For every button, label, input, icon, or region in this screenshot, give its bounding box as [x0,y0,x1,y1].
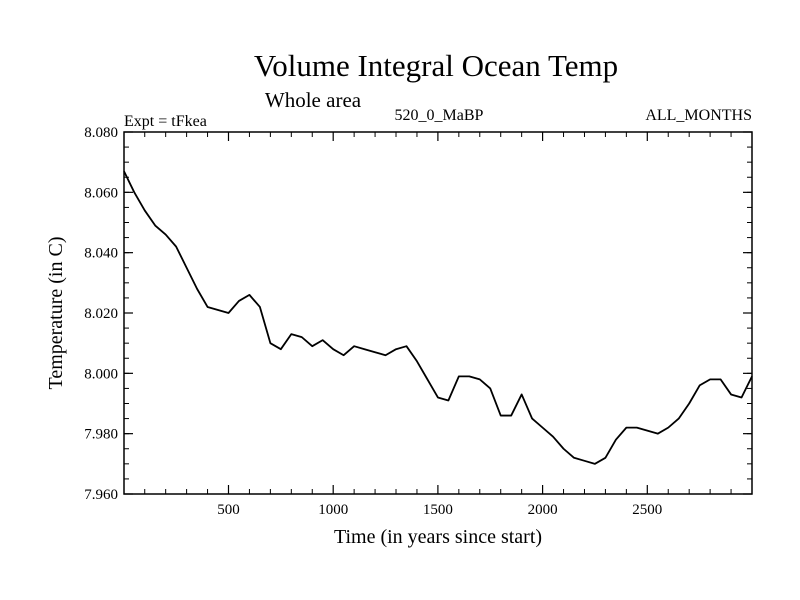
y-axis-label: Temperature (in C) [45,237,67,390]
y-tick-label: 8.000 [84,366,118,382]
annotation-left: Expt = tFkea [124,113,207,130]
y-tick-label: 7.960 [84,487,118,503]
y-tick-label: 8.060 [84,185,118,201]
x-tick-label: 2000 [528,502,558,518]
plot-frame [123,131,753,495]
chart-subtitle: Whole area [265,88,362,112]
annotation-center: 520_0_MaBP [395,107,484,124]
x-axis-label: Time (in years since start) [334,526,542,548]
x-tick-label: 1000 [318,502,348,518]
y-tick-label: 8.080 [84,125,118,141]
annotation-right: ALL_MONTHS [645,107,752,124]
y-tick-label: 8.040 [84,246,118,262]
chart-title: Volume Integral Ocean Temp [254,48,618,83]
y-tick-label: 7.980 [84,427,118,443]
y-tick-label: 8.020 [84,306,118,322]
series-line-0 [123,170,753,465]
x-tick-label: 2500 [632,502,662,518]
x-tick-label: 500 [217,502,240,518]
x-tick-label: 1500 [423,502,453,518]
